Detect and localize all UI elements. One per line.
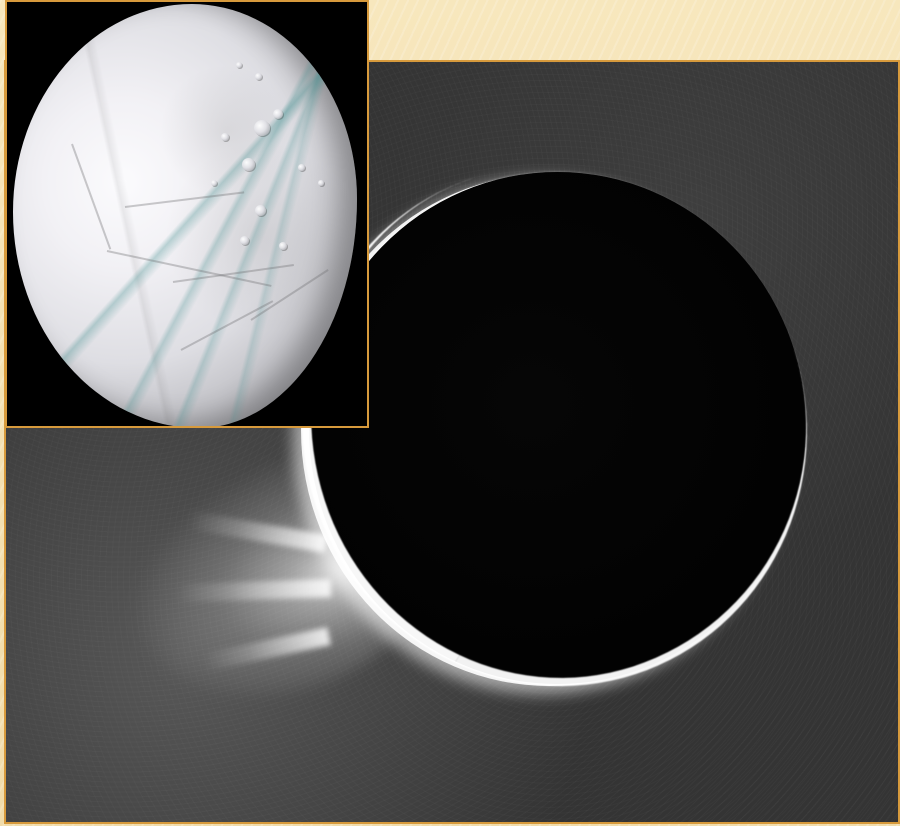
crater <box>318 180 324 186</box>
crater <box>211 180 217 186</box>
crater <box>273 109 283 119</box>
crater <box>255 205 266 216</box>
surface-fracture <box>250 269 329 321</box>
crater <box>255 73 262 80</box>
backlit-moon-disk <box>309 172 806 684</box>
surface-fracture <box>71 143 112 250</box>
crater <box>298 164 305 171</box>
surface-fracture <box>106 250 272 287</box>
main-photo <box>4 60 900 824</box>
crater <box>240 236 249 245</box>
surface-fracture <box>180 300 274 351</box>
crater <box>221 133 229 141</box>
crater <box>279 242 287 250</box>
crater <box>254 120 270 136</box>
enceladus-globe <box>13 4 357 426</box>
inset-photo <box>5 0 369 428</box>
crater <box>236 62 242 68</box>
crater <box>242 158 255 171</box>
surface-fracture <box>124 191 245 208</box>
